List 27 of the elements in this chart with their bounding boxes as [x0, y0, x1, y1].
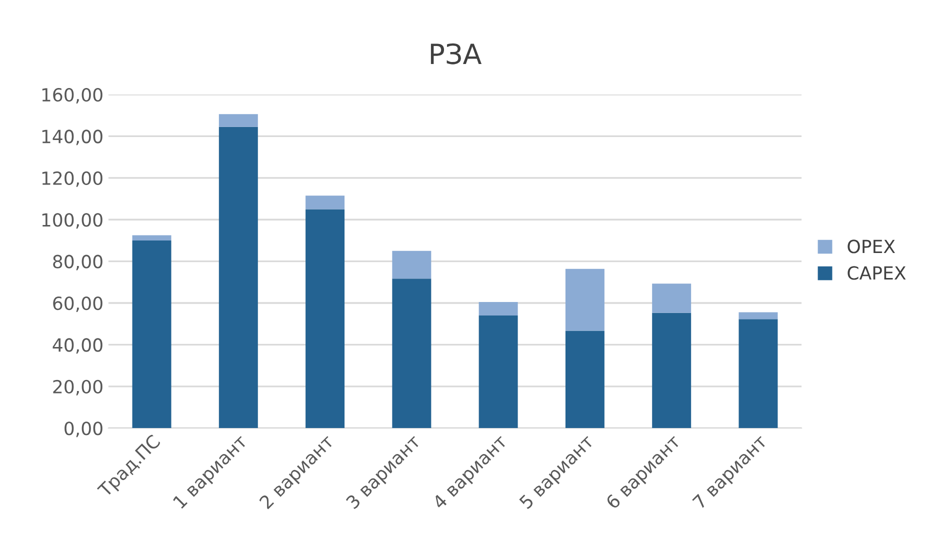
bar [738, 319, 778, 428]
y-tick-label: 80,00 [53, 254, 102, 270]
bar [392, 250, 432, 279]
bar [565, 330, 604, 428]
bar [392, 278, 432, 428]
bar [132, 240, 172, 428]
bar [652, 284, 692, 313]
bar [306, 196, 345, 210]
bar [218, 114, 258, 127]
y-tick-label: 140,00 [42, 130, 102, 146]
bar [132, 235, 172, 240]
bar [738, 312, 778, 320]
bar [478, 316, 518, 428]
bar [306, 209, 345, 428]
bar [478, 302, 518, 316]
bar [652, 312, 692, 428]
legend-label: CAPEX [848, 266, 906, 280]
y-tick-label: 20,00 [53, 380, 102, 396]
y-tick-label: 120,00 [42, 171, 102, 187]
y-tick-label: 100,00 [42, 213, 102, 229]
y-tick-label: 160,00 [42, 88, 102, 104]
bar [565, 268, 604, 331]
y-tick-label: 60,00 [53, 296, 102, 312]
chart-title: РЗА [430, 43, 482, 64]
bar [218, 126, 258, 428]
legend-label: OPEX [848, 240, 895, 254]
y-tick-label: 40,00 [52, 338, 102, 354]
